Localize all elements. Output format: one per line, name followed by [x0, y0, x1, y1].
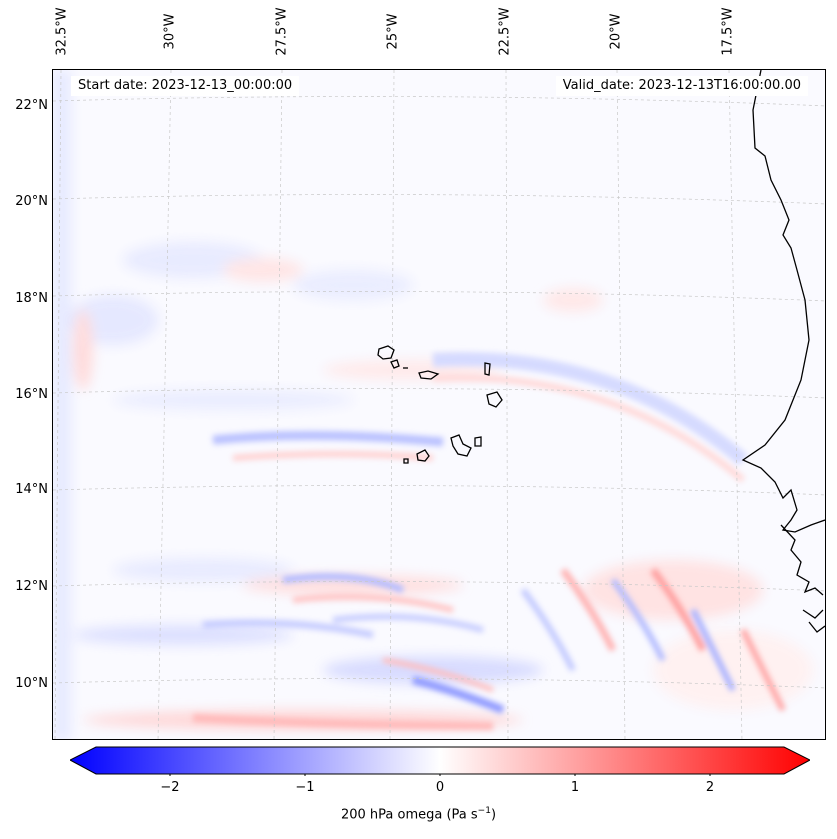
lon-label: 30°W: [162, 13, 178, 50]
lon-label: 25°W: [385, 13, 401, 50]
lat-label: 12°N: [15, 579, 48, 594]
lat-label: 10°N: [15, 676, 48, 691]
coastline: [741, 70, 825, 633]
lat-label: 18°N: [15, 291, 48, 306]
lat-label: 14°N: [15, 482, 48, 497]
colorbar: [68, 746, 812, 778]
colorbar-tick: 1: [570, 780, 580, 795]
lon-label: 32.5°W: [54, 7, 70, 56]
lat-label: 22°N: [15, 98, 48, 113]
lat-label: 16°N: [15, 387, 48, 402]
colorbar-label: 200 hPa omega (Pa s−1): [340, 806, 497, 823]
start-date-label: Start date: 2023-12-13_00:00:00: [71, 76, 300, 96]
colorbar-tick: −2: [160, 780, 180, 795]
lon-label: 20°W: [608, 13, 624, 50]
valid-date-label: Valid_date: 2023-12-13T16:00:00.00: [555, 76, 808, 96]
colorbar-gradient: [68, 746, 812, 778]
cape-verde-islands: [377, 345, 503, 464]
lon-label: 22.5°W: [497, 7, 513, 56]
lon-label: 17.5°W: [720, 7, 736, 56]
colorbar-tick: 0: [435, 780, 445, 795]
omega-field: [53, 70, 825, 739]
colorbar-tick: 2: [705, 780, 715, 795]
lon-label: 27.5°W: [274, 7, 290, 56]
lat-label: 20°N: [15, 194, 48, 209]
map-panel: [52, 69, 826, 740]
colorbar-tick: −1: [295, 780, 315, 795]
